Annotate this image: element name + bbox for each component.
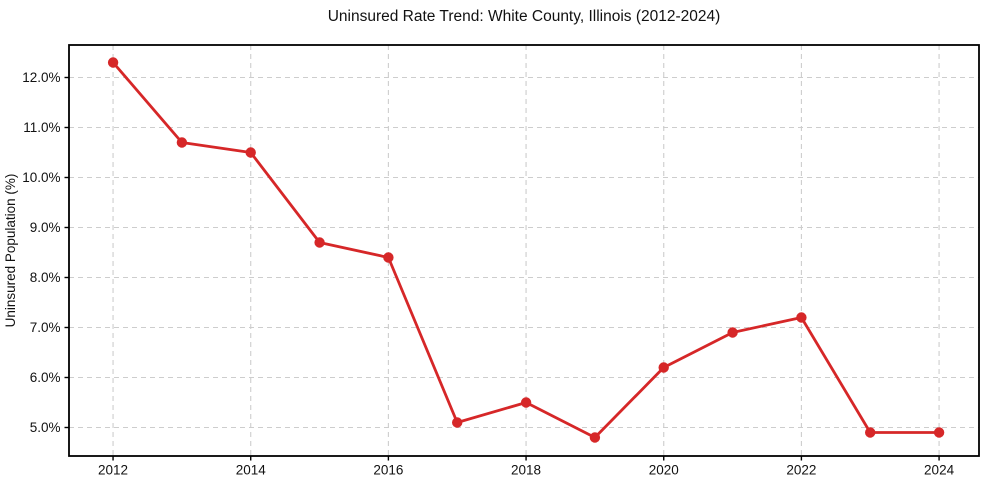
data-point: [589, 432, 601, 443]
x-tick-label: 2018: [511, 463, 541, 478]
data-point: [107, 57, 119, 68]
data-point: [865, 427, 876, 438]
y-tick-label: 10.0%: [22, 170, 60, 185]
x-tick-label: 2024: [924, 463, 955, 478]
data-point: [383, 252, 394, 263]
y-tick-label: 12.0%: [22, 70, 60, 85]
y-tick-label: 8.0%: [30, 270, 61, 285]
y-tick-label: 7.0%: [30, 320, 61, 335]
x-tick-label: 2016: [373, 463, 403, 478]
data-point: [520, 397, 532, 408]
x-tick-label: 2012: [98, 463, 128, 478]
chart-title: Uninsured Rate Trend: White County, Illi…: [328, 8, 721, 25]
data-point: [658, 362, 669, 373]
data-point: [796, 312, 807, 323]
data-point: [452, 417, 463, 428]
x-tick-label: 2020: [649, 463, 679, 478]
x-tick-label: 2014: [236, 463, 267, 478]
y-tick-label: 5.0%: [30, 420, 61, 435]
plot-border: [68, 44, 980, 457]
data-point: [176, 137, 188, 148]
data-point: [933, 427, 945, 438]
data-point: [245, 147, 256, 158]
y-tick-label: 11.0%: [23, 120, 60, 135]
y-axis-label: Uninsured Population (%): [3, 174, 18, 328]
y-tick-label: 6.0%: [30, 370, 61, 385]
data-point: [314, 237, 325, 248]
y-tick-label: 9.0%: [30, 220, 61, 235]
x-tick-label: 2022: [786, 463, 816, 478]
data-point: [727, 327, 738, 338]
plot-area: 2012 2014 2016 2018 2020 2022 2024 5.0% 6.0% 7.0%…: [22, 44, 980, 478]
